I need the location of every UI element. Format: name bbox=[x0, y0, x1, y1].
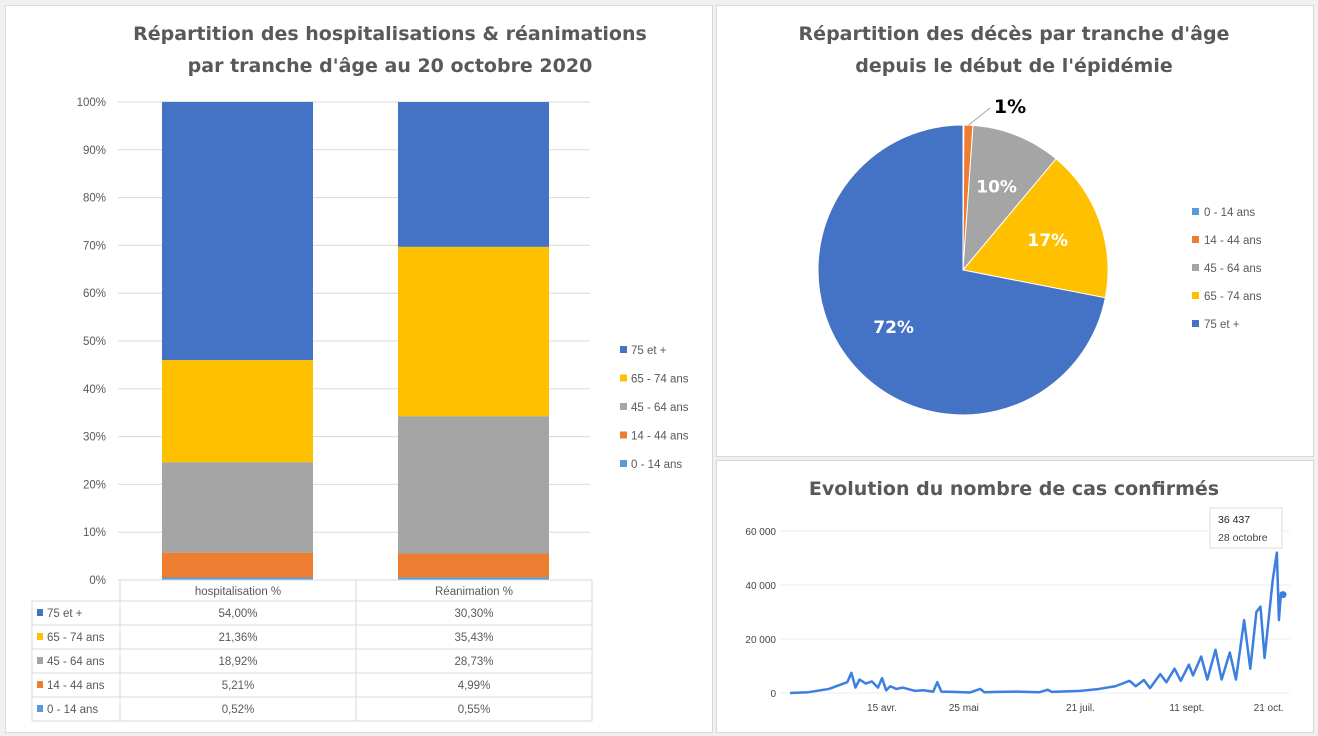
y-tick-label: 30% bbox=[83, 432, 106, 444]
legend-swatch bbox=[620, 346, 627, 353]
y-tick-label: 20 000 bbox=[745, 635, 776, 646]
tooltip-box bbox=[1209, 507, 1283, 549]
legend-label: 0 - 14 ans bbox=[1204, 207, 1255, 219]
bar-chart-panel bbox=[5, 5, 713, 733]
table-swatch bbox=[37, 633, 43, 640]
x-tick-label: 25 mai bbox=[949, 703, 979, 714]
table-header: hospitalisation % bbox=[195, 586, 281, 598]
bar-segment bbox=[162, 462, 313, 553]
y-tick-label: 90% bbox=[83, 145, 106, 157]
bar-segment bbox=[398, 102, 549, 247]
y-tick-label: 40% bbox=[83, 384, 106, 396]
table-row-label: 0 - 14 ans bbox=[47, 704, 98, 716]
legend-label: 14 - 44 ans bbox=[1204, 235, 1262, 247]
x-tick-label: 11 sept. bbox=[1169, 703, 1204, 714]
table-row-label: 14 - 44 ans bbox=[47, 680, 105, 692]
pie-data-label: 72% bbox=[873, 318, 914, 338]
table-swatch bbox=[37, 681, 43, 688]
bar-segment bbox=[162, 101, 313, 361]
table-cell: 18,92% bbox=[218, 656, 257, 668]
table-row-label: 45 - 64 ans bbox=[47, 656, 105, 668]
y-tick-label: 80% bbox=[83, 193, 106, 205]
tooltip-date: 28 octobre bbox=[1218, 532, 1268, 544]
legend-label: 0 - 14 ans bbox=[631, 459, 682, 471]
legend-swatch bbox=[1192, 320, 1199, 327]
pie-chart-title: Répartition des décès par tranche d'âge bbox=[799, 23, 1230, 45]
table-swatch bbox=[37, 705, 43, 712]
y-tick-label: 40 000 bbox=[745, 581, 776, 592]
table-cell: 54,00% bbox=[218, 608, 257, 620]
bar-segment bbox=[162, 360, 313, 463]
bar-chart-title: par tranche d'âge au 20 octobre 2020 bbox=[188, 55, 593, 77]
legend-label: 65 - 74 ans bbox=[1204, 291, 1262, 303]
y-tick-label: 70% bbox=[83, 240, 106, 252]
bar-segment bbox=[398, 246, 549, 417]
table-cell: 21,36% bbox=[218, 632, 257, 644]
legend-label: 75 et + bbox=[1204, 319, 1240, 331]
legend-swatch bbox=[1192, 236, 1199, 243]
pie-data-label: 10% bbox=[976, 178, 1017, 198]
y-tick-label: 0 bbox=[770, 689, 776, 700]
pie-data-label: 17% bbox=[1027, 231, 1068, 251]
bar-segment bbox=[398, 577, 549, 580]
pie-slice bbox=[962, 124, 1057, 272]
legend-swatch bbox=[620, 374, 627, 382]
bar-segment bbox=[398, 553, 549, 578]
table-cell: 28,73% bbox=[454, 656, 493, 668]
bar-segment bbox=[162, 577, 313, 580]
table-swatch bbox=[37, 609, 43, 616]
table-cell: 35,43% bbox=[454, 632, 493, 644]
legend-swatch bbox=[1192, 292, 1199, 299]
pie-chart-title: depuis le début de l'épidémie bbox=[855, 55, 1173, 77]
table-cell: 5,21% bbox=[222, 680, 255, 692]
table-header: Réanimation % bbox=[435, 586, 513, 598]
y-tick-label: 10% bbox=[83, 527, 106, 539]
legend-swatch bbox=[620, 431, 627, 439]
legend-label: 45 - 64 ans bbox=[631, 402, 689, 414]
table-swatch bbox=[37, 657, 43, 664]
legend-swatch bbox=[1192, 264, 1199, 271]
y-tick-label: 0% bbox=[89, 575, 106, 587]
legend-swatch bbox=[1192, 208, 1199, 215]
table-row-label: 65 - 74 ans bbox=[47, 632, 105, 644]
table-border bbox=[31, 600, 593, 722]
y-tick-label: 100% bbox=[77, 97, 106, 109]
line-chart-title: Evolution du nombre de cas confirmés bbox=[809, 478, 1219, 500]
legend-swatch bbox=[620, 460, 627, 467]
pie-slice bbox=[817, 124, 1106, 416]
table-row-label: 75 et + bbox=[47, 608, 83, 620]
leader-line bbox=[968, 107, 991, 126]
bar-segment bbox=[398, 416, 549, 554]
y-tick-label: 60 000 bbox=[745, 527, 776, 538]
bar-segment bbox=[162, 552, 313, 578]
cases-line bbox=[789, 551, 1284, 695]
legend-label: 75 et + bbox=[631, 345, 667, 357]
legend-label: 14 - 44 ans bbox=[631, 431, 689, 443]
x-tick-label: 21 oct. bbox=[1254, 703, 1284, 714]
x-tick-label: 21 juil. bbox=[1066, 703, 1095, 714]
legend-label: 45 - 64 ans bbox=[1204, 263, 1262, 275]
hover-point bbox=[1279, 591, 1287, 599]
legend-label: 65 - 74 ans bbox=[631, 374, 689, 386]
y-tick-label: 60% bbox=[83, 288, 106, 300]
table-cell: 30,30% bbox=[454, 608, 493, 620]
line-chart-panel bbox=[716, 460, 1314, 733]
y-tick-label: 20% bbox=[83, 479, 106, 491]
legend-swatch bbox=[620, 403, 627, 410]
bar-chart-title: Répartition des hospitalisations & réani… bbox=[133, 23, 647, 45]
pie-data-label: 1% bbox=[994, 96, 1026, 118]
table-cell: 4,99% bbox=[458, 680, 491, 692]
y-tick-label: 50% bbox=[83, 336, 106, 348]
table-cell: 0,52% bbox=[222, 704, 255, 716]
x-tick-label: 15 avr. bbox=[867, 703, 897, 714]
pie-slice bbox=[962, 158, 1109, 299]
tooltip-value: 36 437 bbox=[1218, 514, 1250, 526]
table-cell: 0,55% bbox=[458, 704, 491, 716]
